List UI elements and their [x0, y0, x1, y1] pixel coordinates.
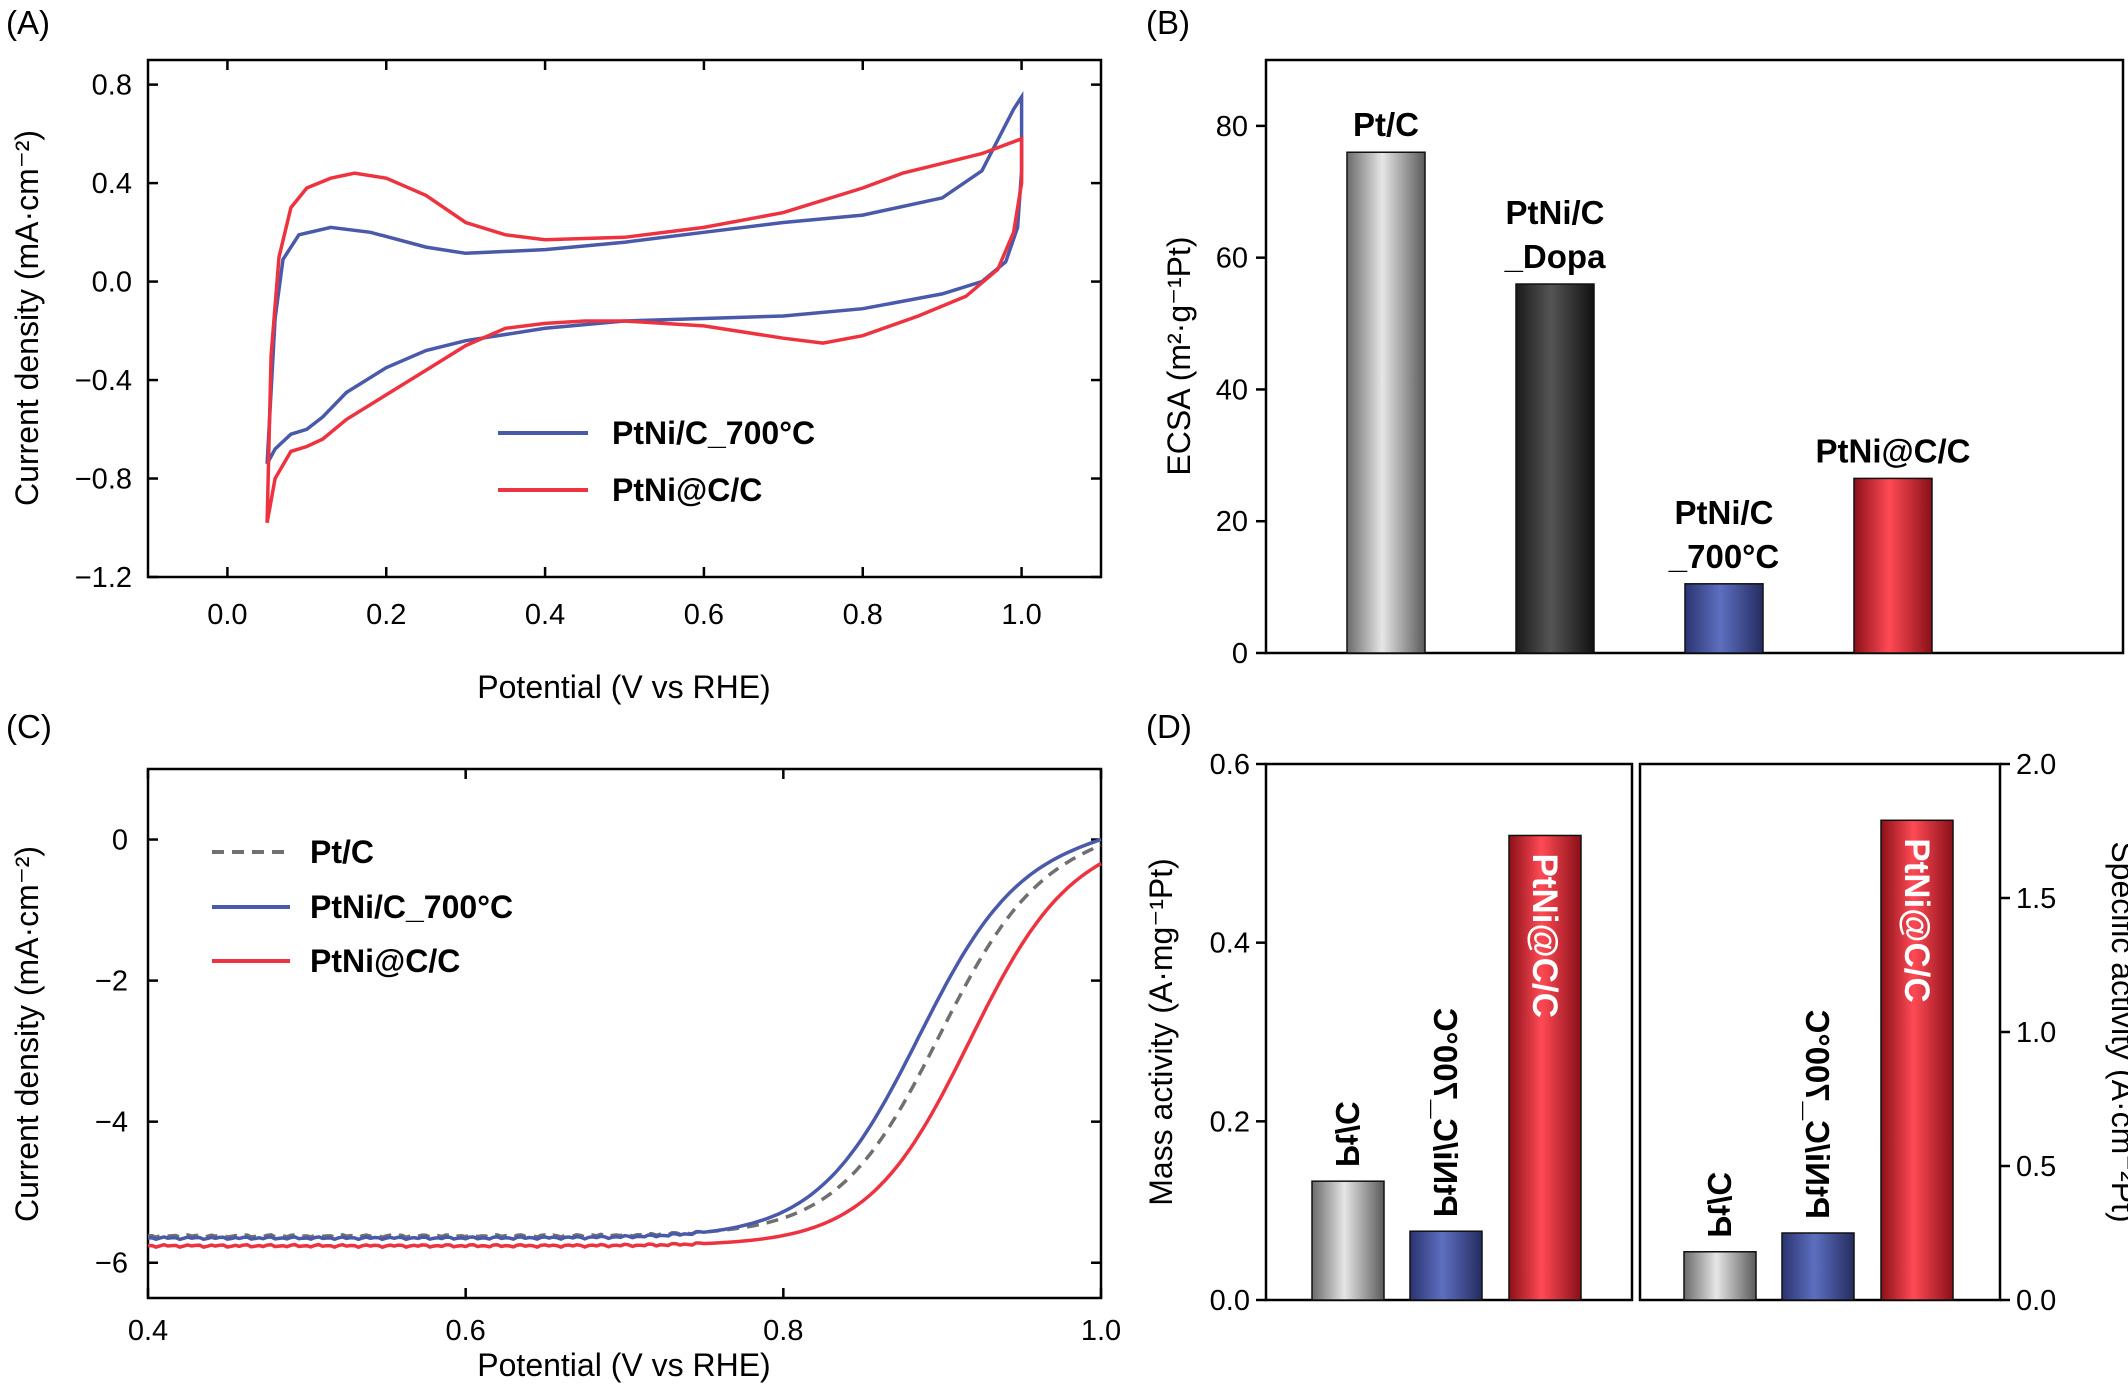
- d-right-ytick-label: 2.0: [2016, 749, 2056, 781]
- b-bar-label: Pt/C: [1353, 106, 1419, 143]
- a-ytick-label: −0.8: [75, 464, 132, 496]
- a-xtick-label: 1.0: [1001, 599, 1041, 631]
- d-right-ytick-label: 0.5: [2016, 1151, 2056, 1183]
- d-left-bar-label: PtNi@C/C: [1525, 853, 1564, 1017]
- panel-c-xlabel: Potential (V vs RHE): [477, 1347, 770, 1383]
- panel-a-xlabel: Potential (V vs RHE): [477, 669, 770, 705]
- panel-b-bars: Pt/C PtNi/C _Dopa PtNi/C _700°C PtNi@C/C: [1346, 106, 1971, 654]
- panel-d-bars: Pt/C PtNi/C_700°C PtNi@C/C Pt/C PtNi/C_700°C…: [1311, 819, 1954, 1301]
- panel-a-cv-chart: 0.0 0.2 0.4 0.6 0.8 1.00.80.40.0−0.4−0.8−1.2 …: [9, 58, 1103, 705]
- d-right-ytick-label: 1.5: [2016, 883, 2056, 915]
- b-bar-1: [1346, 151, 1426, 654]
- panel-a-ylabel: Current density (mA·cm⁻²): [9, 130, 45, 506]
- d-left-ytick-label: 0.4: [1210, 928, 1250, 960]
- a-xtick-label: 0.8: [843, 599, 883, 631]
- d-left-bar-label: Pt/C: [1329, 1101, 1366, 1167]
- panel-a-ticks: 0.0 0.2 0.4 0.6 0.8 1.0 0.8 0.4 0.0 −0.4 −0.8 −1.2: [75, 60, 1101, 631]
- d-right-bar-3: [1880, 819, 1954, 1301]
- b-bar-2: [1515, 283, 1595, 654]
- panel-c-frame: [146, 767, 1103, 1300]
- a-series-line-2: [265, 136, 1024, 524]
- d-right-bar-1: [1683, 1251, 1757, 1301]
- c-ytick-label: −4: [95, 1107, 128, 1139]
- d-left-ytick-label: 0.0: [1210, 1285, 1250, 1317]
- legend-c-label-3: PtNi@C/C: [310, 943, 460, 979]
- legend-c-label-2: PtNi/C_700°C: [310, 889, 513, 925]
- c-xtick-label: 1.0: [1081, 1315, 1121, 1347]
- c-xtick-label: 0.6: [446, 1315, 486, 1347]
- panel-b-ecsa-chart: 0 20 40 60 80 Pt/C PtNi/C _Dopa PtNi/C _700°C PtN…: [1161, 58, 2125, 670]
- panel-a-legend: PtNi/C_700°C PtNi@C/C: [498, 415, 815, 508]
- a-xtick-label: 0.4: [525, 599, 565, 631]
- b-bar-label: _Dopa: [1504, 238, 1607, 275]
- d-right-bar-label: PtNi/C_700°C: [1799, 1010, 1836, 1219]
- b-ytick-label: 80: [1216, 111, 1248, 143]
- panel-c-ticks: 0.4 0.6 0.8 1.0 0 −2 −4 −6: [95, 769, 1121, 1347]
- d-left-ytick-label: 0.6: [1210, 749, 1250, 781]
- d-left-ytick-label: 0.2: [1210, 1106, 1250, 1138]
- a-xtick-label: 0.6: [684, 599, 724, 631]
- a-xtick-label: 0.0: [207, 599, 247, 631]
- c-ytick-label: 0: [112, 825, 128, 857]
- d-left-bar-2: [1409, 1230, 1483, 1301]
- c-series-line-1: [147, 843, 1102, 1240]
- c-xtick-label: 0.4: [128, 1315, 168, 1347]
- panel-d-ylabel-right: Specific activity (A·cm⁻²Pt): [2105, 841, 2128, 1222]
- legend-a-label-2: PtNi@C/C: [612, 472, 762, 508]
- b-bar-label: PtNi/C: [1675, 494, 1774, 531]
- d-left-bar-label: PtNi/C_700°C: [1427, 1008, 1464, 1217]
- d-right-bar-label: PtNi@C/C: [1897, 838, 1936, 1002]
- panel-c-ylabel: Current density (mA·cm⁻²): [9, 846, 45, 1222]
- d-right-ytick-label: 0.0: [2016, 1285, 2056, 1317]
- panel-label-c: (C): [6, 708, 52, 745]
- c-series-line-2: [147, 837, 1102, 1242]
- panel-b-ticks: 0 20 40 60 80: [1216, 111, 1266, 670]
- b-ytick-label: 60: [1216, 243, 1248, 275]
- panel-b-ylabel: ECSA (m²·g⁻¹Pt): [1161, 236, 1197, 475]
- d-right-ytick-label: 1.0: [2016, 1017, 2056, 1049]
- b-bar-4: [1853, 477, 1933, 654]
- b-ytick-label: 20: [1216, 506, 1248, 538]
- b-bar-label: _700°C: [1668, 538, 1779, 575]
- a-ytick-label: 0.8: [92, 70, 132, 102]
- panel-d-ticks: 0.0 0.2 0.4 0.6 0.0 0.5 1.0 1.5 2.0: [1210, 749, 2057, 1317]
- panel-a-curves: [265, 90, 1024, 524]
- d-left-bar-1: [1311, 1180, 1385, 1301]
- panel-label-d: (D): [1146, 708, 1192, 745]
- panel-d-activity-chart: 0.0 0.2 0.4 0.6 0.0 0.5 1.0 1.5 2.0 Pt/C PtNi/C_7…: [1143, 749, 2128, 1317]
- d-right-bar-label: Pt/C: [1701, 1172, 1738, 1238]
- b-bar-label: PtNi/C: [1506, 194, 1605, 231]
- a-ytick-label: −0.4: [75, 365, 132, 397]
- a-ytick-label: 0.0: [92, 267, 132, 299]
- b-bar-label: PtNi@C/C: [1815, 432, 1970, 469]
- c-xtick-label: 0.8: [763, 1315, 803, 1347]
- legend-c-label-1: Pt/C: [310, 834, 374, 870]
- c-series-line-3: [147, 861, 1102, 1250]
- panel-a-frame: [146, 58, 1103, 579]
- panel-d-ylabel-left: Mass activity (A·mg⁻¹Pt): [1143, 858, 1179, 1206]
- panel-label-b: (B): [1146, 4, 1190, 41]
- b-ytick-label: 0: [1232, 638, 1248, 670]
- c-ytick-label: −6: [95, 1248, 128, 1280]
- c-ytick-label: −2: [95, 966, 128, 998]
- a-series-line-1: [265, 90, 1024, 465]
- b-ytick-label: 40: [1216, 374, 1248, 406]
- d-left-bar-3: [1508, 834, 1582, 1301]
- legend-a-label-1: PtNi/C_700°C: [612, 415, 815, 451]
- b-bar-3: [1684, 583, 1764, 654]
- panel-c-legend: Pt/C PtNi/C_700°C PtNi@C/C: [212, 834, 513, 979]
- panel-c-lsv-chart: 0.4 0.6 0.8 1.0 0 −2 −4 −6 Potential (V vs RHE)…: [9, 767, 1121, 1383]
- a-ytick-label: −1.2: [75, 562, 132, 594]
- panel-c-curves: [147, 837, 1102, 1250]
- a-xtick-label: 0.2: [366, 599, 406, 631]
- a-ytick-label: 0.4: [92, 168, 132, 200]
- d-right-bar-2: [1781, 1232, 1855, 1301]
- panel-label-a: (A): [6, 4, 50, 41]
